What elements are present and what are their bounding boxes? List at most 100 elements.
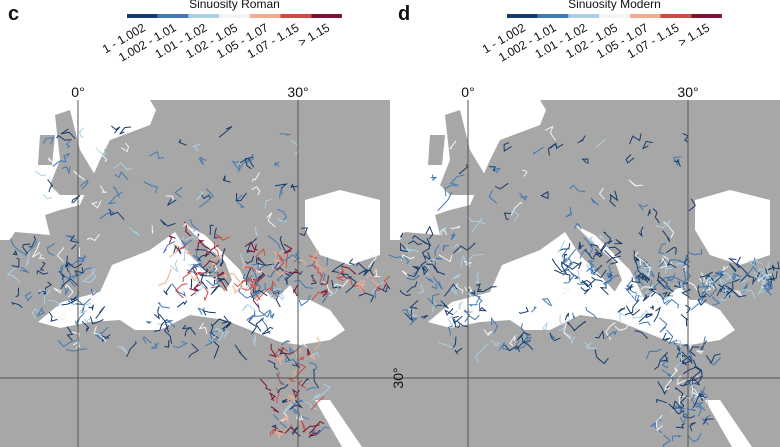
road: [185, 249, 194, 256]
road: [578, 241, 584, 251]
road: [700, 340, 708, 350]
road: [298, 357, 305, 361]
road: [628, 179, 644, 187]
road: [586, 260, 595, 272]
road: [237, 158, 252, 172]
road: [280, 267, 292, 277]
road: [751, 256, 758, 273]
road: [594, 248, 603, 257]
road: [401, 270, 409, 277]
road: [66, 326, 74, 341]
road: [270, 311, 275, 319]
road: [679, 379, 691, 387]
road: [513, 340, 529, 349]
road: [406, 272, 421, 281]
road: [112, 186, 121, 198]
road: [184, 326, 196, 337]
road: [451, 336, 457, 350]
road: [71, 194, 81, 204]
road: [584, 341, 593, 347]
road: [60, 128, 76, 140]
legend-swatch: [629, 14, 661, 18]
road: [634, 276, 643, 280]
road: [315, 259, 328, 271]
road: [518, 306, 529, 314]
longitude-label: 0°: [71, 84, 84, 100]
road: [625, 305, 641, 316]
road: [729, 263, 737, 273]
road: [549, 332, 561, 342]
road: [110, 125, 121, 134]
road: [688, 432, 702, 443]
road: [700, 386, 707, 396]
road: [655, 414, 663, 432]
road: [213, 227, 219, 239]
road: [408, 240, 422, 246]
road: [522, 169, 528, 177]
road: [294, 344, 302, 358]
road: [175, 272, 186, 284]
legend-label: > 1.15: [676, 20, 712, 49]
road: [302, 424, 320, 433]
road: [727, 258, 740, 269]
road: [460, 306, 466, 314]
road: [662, 230, 671, 243]
road: [279, 187, 283, 199]
road: [595, 244, 607, 258]
road: [654, 291, 670, 305]
road: [595, 139, 606, 148]
road: [255, 317, 265, 332]
road: [151, 225, 154, 234]
road: [231, 160, 239, 169]
road: [43, 193, 52, 200]
road: [511, 210, 520, 221]
road: [239, 157, 255, 168]
road: [608, 265, 613, 277]
road: [275, 289, 284, 301]
road: [699, 272, 706, 284]
road: [577, 264, 591, 268]
road: [297, 379, 307, 389]
road: [580, 286, 590, 295]
road: [432, 276, 443, 290]
road: [652, 208, 660, 224]
road: [673, 281, 681, 289]
road: [223, 327, 229, 339]
road: [11, 301, 23, 308]
road: [645, 313, 653, 316]
road: [668, 403, 685, 415]
road: [650, 297, 660, 307]
road: [241, 258, 248, 269]
road: [649, 280, 653, 292]
road: [526, 337, 532, 344]
road: [420, 260, 427, 272]
road: [168, 235, 176, 244]
road: [595, 272, 599, 282]
road: [79, 179, 89, 190]
road: [599, 234, 605, 242]
road: [79, 303, 91, 314]
road: [404, 308, 414, 323]
road: [293, 283, 299, 297]
road: [142, 336, 152, 345]
road: [171, 283, 186, 297]
road: [682, 132, 689, 143]
road: [93, 326, 107, 342]
road: [747, 260, 764, 267]
road: [198, 188, 214, 208]
road: [43, 289, 51, 304]
road: [642, 293, 650, 302]
road: [256, 287, 271, 302]
road: [682, 268, 692, 290]
road: [659, 317, 668, 333]
road: [425, 277, 434, 283]
road: [277, 383, 289, 394]
road: [682, 265, 687, 272]
road: [293, 250, 301, 263]
road: [690, 295, 705, 311]
road: [672, 435, 682, 441]
road: [174, 186, 183, 198]
road: [726, 278, 740, 296]
road: [665, 246, 677, 255]
panel-label: c: [8, 3, 19, 25]
